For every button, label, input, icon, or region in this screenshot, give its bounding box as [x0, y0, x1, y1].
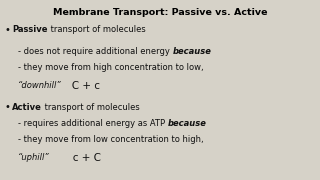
Text: Passive: Passive: [12, 26, 47, 35]
Text: - does not require additional energy: - does not require additional energy: [18, 48, 172, 57]
Text: transport of molecules: transport of molecules: [42, 102, 140, 111]
Text: “uphill”: “uphill”: [18, 154, 50, 163]
Text: Active: Active: [12, 102, 42, 111]
Text: because: because: [168, 120, 207, 129]
Text: •: •: [5, 25, 11, 35]
Text: c + C: c + C: [50, 153, 101, 163]
Text: C + c: C + c: [62, 81, 100, 91]
Text: “downhill”: “downhill”: [18, 82, 62, 91]
Text: •: •: [5, 102, 11, 112]
Text: transport of molecules: transport of molecules: [47, 26, 145, 35]
Text: Membrane Transport: Passive vs. Active: Membrane Transport: Passive vs. Active: [53, 8, 267, 17]
Text: - requires additional energy as ATP: - requires additional energy as ATP: [18, 120, 168, 129]
Text: because: because: [172, 48, 212, 57]
Text: - they move from high concentration to low,: - they move from high concentration to l…: [18, 64, 204, 73]
Text: - they move from low concentration to high,: - they move from low concentration to hi…: [18, 136, 204, 145]
